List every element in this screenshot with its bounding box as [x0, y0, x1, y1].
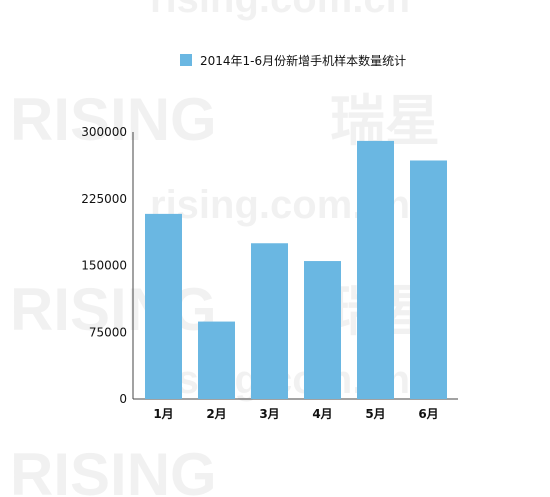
x-tick-label: 6月	[418, 407, 438, 421]
bars	[145, 140, 447, 399]
y-ticks: 300000 225000 150000 75000 0	[81, 125, 127, 406]
bar-5	[357, 140, 394, 399]
x-tick-label: 1月	[153, 407, 173, 421]
bar-1	[145, 213, 182, 399]
bar-2	[198, 321, 235, 399]
y-tick-label: 75000	[89, 325, 127, 339]
bar-4	[304, 261, 341, 399]
x-tick-label: 5月	[365, 407, 385, 421]
x-labels: 1月 2月 3月 4月 5月 6月	[153, 407, 438, 421]
bar-3	[251, 243, 288, 399]
x-tick-label: 2月	[206, 407, 226, 421]
watermark-brand-3: RISING	[10, 441, 217, 497]
legend-swatch	[180, 54, 192, 66]
legend: 2014年1-6月份新增手机样本数量统计	[180, 53, 406, 68]
x-tick-label: 4月	[312, 407, 332, 421]
watermark-brand-2: RISING	[10, 276, 217, 343]
y-tick-label: 300000	[81, 125, 127, 139]
watermark-url-top: rising.com.cn	[150, 0, 410, 21]
axes	[132, 132, 458, 400]
bar-6	[410, 160, 447, 399]
y-tick-label: 150000	[81, 259, 127, 273]
y-tick-label: 0	[119, 392, 127, 406]
watermark-brand-1: RISING	[10, 86, 217, 153]
y-tick-label: 225000	[81, 192, 127, 206]
x-tick-label: 3月	[259, 407, 279, 421]
legend-label: 2014年1-6月份新增手机样本数量统计	[200, 53, 406, 68]
